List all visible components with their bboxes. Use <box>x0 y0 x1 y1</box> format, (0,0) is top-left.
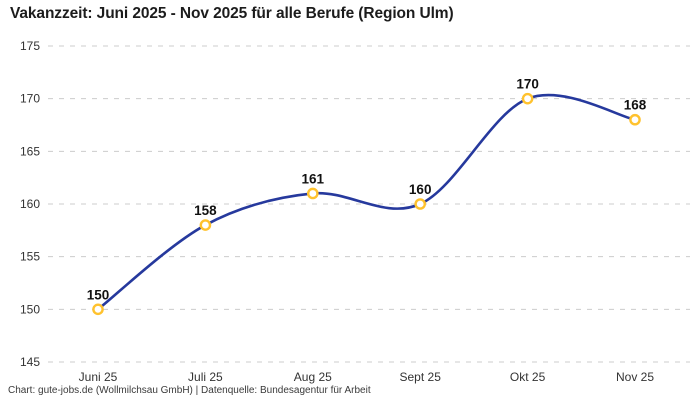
data-point-label: 160 <box>409 182 432 197</box>
data-point-marker[interactable] <box>414 198 427 210</box>
x-axis-tick-label: Sept 25 <box>400 370 442 384</box>
data-point-marker[interactable] <box>92 303 104 316</box>
x-axis-tick-label: Okt 25 <box>510 370 546 384</box>
y-axis-tick-label: 145 <box>20 355 40 369</box>
chart-credit: Chart: gute-jobs.de (Wollmilchsau GmbH) … <box>8 385 371 396</box>
x-axis-tick-label: Juni 25 <box>79 370 118 384</box>
data-point-marker[interactable] <box>521 92 534 105</box>
data-point-label: 158 <box>194 203 217 218</box>
y-axis-tick-label: 175 <box>20 39 40 53</box>
x-axis-tick-label: Aug 25 <box>294 370 332 384</box>
data-point-label: 161 <box>302 171 325 186</box>
x-axis-tick-label: Nov 25 <box>616 370 654 384</box>
data-point-label: 150 <box>87 287 110 302</box>
x-axis-tick-label: Juli 25 <box>188 370 223 384</box>
y-axis-tick-label: 150 <box>20 302 40 316</box>
data-point-label: 170 <box>516 77 539 92</box>
data-point-marker[interactable] <box>199 219 212 231</box>
data-point-marker[interactable] <box>306 187 319 200</box>
data-point-label: 168 <box>624 98 647 113</box>
data-point-marker[interactable] <box>629 113 641 126</box>
y-axis-tick-label: 170 <box>20 92 40 106</box>
y-axis-tick-label: 165 <box>20 144 40 158</box>
series-line <box>96 93 637 311</box>
chart-title: Vakanzzeit: Juni 2025 - Nov 2025 für all… <box>10 5 454 22</box>
y-axis-tick-label: 160 <box>20 197 40 211</box>
y-axis-tick-label: 155 <box>20 250 40 264</box>
